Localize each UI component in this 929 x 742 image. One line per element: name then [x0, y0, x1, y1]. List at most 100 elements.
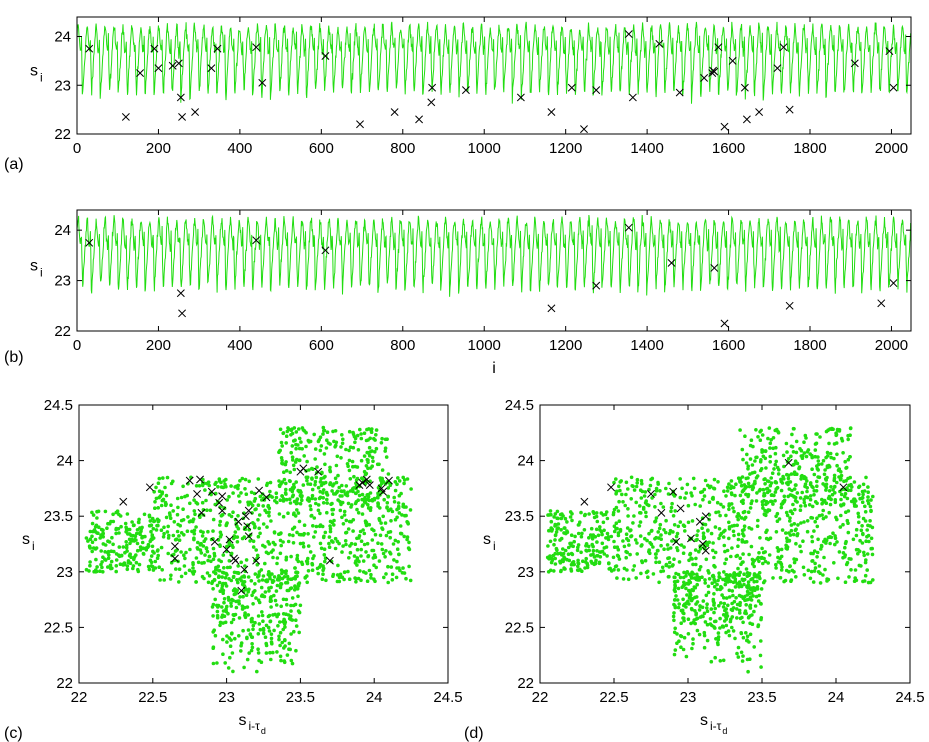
scatter-point — [744, 461, 749, 465]
scatter-point — [624, 555, 628, 560]
scatter-point — [100, 565, 104, 570]
scatter-point — [563, 548, 568, 553]
scatter-point — [622, 544, 627, 549]
scatter-point — [373, 579, 377, 584]
scatter-point — [217, 479, 222, 483]
scatter-point — [825, 450, 830, 455]
scatter-point — [162, 578, 166, 582]
scatter-point — [258, 627, 263, 632]
scatter-point — [615, 576, 619, 580]
scatter-point — [828, 502, 833, 507]
scatter-point — [321, 425, 326, 430]
scatter-point — [676, 605, 681, 610]
scatter-point — [691, 641, 695, 646]
scatter-point — [279, 658, 283, 663]
scatter-point — [250, 619, 254, 624]
x-marker — [218, 492, 227, 501]
scatter-point — [225, 634, 229, 638]
scatter-point — [135, 548, 140, 553]
scatter-point — [240, 476, 245, 481]
scatter-point — [305, 561, 310, 566]
scatter-point — [376, 495, 380, 500]
scatter-point — [572, 539, 576, 544]
scatter-point — [314, 501, 318, 506]
scatter-point — [765, 528, 769, 533]
scatter-point — [379, 441, 384, 445]
scatter-point — [351, 464, 355, 469]
x-marker — [710, 67, 719, 76]
x-tick-label: 24 — [366, 689, 383, 706]
scatter-point — [362, 542, 367, 547]
scatter-point — [740, 560, 745, 565]
scatter-point — [739, 650, 744, 655]
scatter-point — [682, 616, 686, 620]
scatter-point — [243, 477, 248, 482]
scatter-point — [726, 603, 730, 608]
x-marker — [740, 83, 749, 92]
scatter-point — [641, 507, 646, 511]
scatter-point — [201, 477, 205, 482]
scatter-point — [163, 503, 168, 508]
scatter-point — [280, 494, 284, 498]
scatter-point — [775, 465, 780, 470]
scatter-point — [318, 523, 323, 527]
x-tick-label: 800 — [390, 337, 415, 354]
scatter-point — [148, 539, 152, 544]
scatter-point — [376, 491, 380, 496]
scatter-point — [166, 524, 170, 529]
scatter-point — [323, 462, 327, 467]
scatter-point — [595, 519, 600, 524]
scatter-point — [335, 573, 340, 577]
scatter-point — [675, 598, 680, 602]
x-tick-label: 1200 — [549, 337, 582, 354]
scatter-point — [231, 669, 235, 674]
scatter-point — [702, 630, 707, 635]
scatter-point — [696, 529, 700, 533]
scatter-point — [231, 510, 235, 514]
scatter-point — [679, 621, 683, 625]
scatter-point — [657, 560, 662, 564]
scatter-point — [697, 632, 702, 637]
scatter-point — [264, 643, 269, 648]
scatter-point — [561, 559, 565, 564]
scatter-point — [401, 502, 406, 507]
scatter-point — [779, 547, 784, 552]
x-marker — [213, 44, 222, 53]
scatter-point — [739, 499, 744, 504]
scatter-point — [611, 555, 616, 560]
scatter-point — [322, 547, 327, 551]
scatter-point — [826, 454, 830, 458]
scatter-point — [316, 439, 321, 444]
scatter-point — [695, 600, 700, 604]
x-tick-label: 600 — [309, 337, 334, 354]
scatter-point — [863, 560, 868, 565]
scatter-point — [720, 593, 724, 597]
scatter-point — [381, 551, 386, 556]
scatter-point — [816, 468, 820, 472]
scatter-point — [256, 534, 261, 539]
scatter-point — [779, 488, 784, 493]
scatter-point — [868, 504, 873, 509]
scatter-point — [290, 494, 295, 499]
scatter-point — [246, 628, 251, 632]
scatter-point — [282, 470, 286, 475]
scatter-point — [185, 529, 190, 533]
scatter-point — [857, 520, 861, 525]
scatter-point — [653, 537, 657, 541]
scatter-point — [322, 452, 327, 456]
scatter-point — [739, 516, 744, 520]
scatter-point — [729, 479, 734, 483]
scatter-point — [380, 436, 384, 441]
scatter-point — [356, 576, 361, 581]
scatter-point — [92, 569, 96, 574]
scatter-point — [749, 544, 754, 549]
scatter-point — [738, 611, 742, 615]
scatter-point — [734, 596, 738, 600]
scatter-point — [712, 584, 717, 589]
scatter-point — [735, 523, 739, 528]
scatter-point — [818, 581, 823, 585]
scatter-point — [563, 516, 568, 521]
scatter-point — [654, 486, 659, 491]
scatter-point — [347, 458, 352, 463]
scatter-point — [334, 463, 339, 468]
